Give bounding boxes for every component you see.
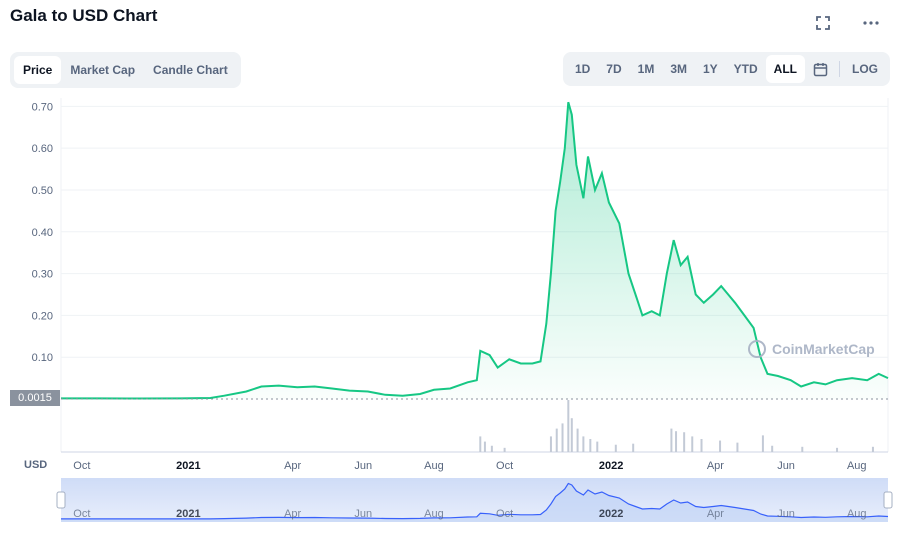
- currency-label: USD: [24, 459, 48, 471]
- range-1m[interactable]: 1M: [637, 62, 655, 76]
- navigator-tick-label: Oct: [73, 508, 90, 520]
- x-tick-label: Jun: [354, 460, 372, 472]
- watermark-text: CoinMarketCap: [772, 341, 875, 357]
- volume-bar: [801, 446, 804, 452]
- volume-bar: [555, 428, 558, 452]
- volume-bar: [700, 439, 703, 452]
- volume-bar: [670, 428, 673, 452]
- range-all[interactable]: ALL: [765, 55, 805, 83]
- volume-bar: [567, 400, 570, 452]
- volume-bar: [871, 446, 874, 452]
- y-tick-label: 0.30: [32, 269, 53, 281]
- volume-bar: [570, 418, 573, 452]
- navigator-tick-label: Aug: [424, 508, 444, 520]
- chart-actions: [812, 12, 882, 34]
- y-tick-label: 0.10: [32, 352, 53, 364]
- chart-type-tabs: Price Market Cap Candle Chart: [10, 52, 241, 88]
- volume-bar: [614, 444, 617, 452]
- y-tick-label: 0.20: [32, 310, 53, 322]
- navigator-left-handle[interactable]: [56, 491, 66, 509]
- volume-bar: [836, 447, 839, 452]
- y-axis: 0.10 0.20 0.30 0.40 0.50 0.60 0.70: [32, 101, 53, 364]
- volume-bar: [761, 435, 764, 452]
- tab-market-cap[interactable]: Market Cap: [70, 63, 136, 77]
- navigator-area: [61, 483, 888, 522]
- navigator-tick-label: Apr: [707, 508, 724, 520]
- watermark: CoinMarketCap: [748, 340, 875, 358]
- x-tick-label: Oct: [73, 460, 90, 472]
- y-tick-label: 0.50: [32, 185, 53, 197]
- navigator-tick-label: 2021: [176, 508, 200, 520]
- range-1d[interactable]: 1D: [574, 62, 591, 76]
- navigator-tick-label: Oct: [496, 508, 513, 520]
- x-tick-label: Aug: [424, 460, 444, 472]
- x-tick-label: Apr: [707, 460, 724, 472]
- page-title: Gala to USD Chart: [10, 6, 158, 25]
- tab-price[interactable]: Price: [14, 56, 62, 84]
- navigator-tick-label: Jun: [777, 508, 795, 520]
- divider: [839, 61, 840, 77]
- volume-bar: [719, 440, 722, 452]
- volume-bar: [576, 428, 579, 452]
- navigator-tick-label: Apr: [284, 508, 301, 520]
- log-scale-button[interactable]: LOG: [852, 62, 878, 76]
- navigator-axis: Oct 2021 Apr Jun Aug Oct 2022 Apr Jun Aug: [73, 508, 866, 520]
- x-tick-label: 2021: [176, 460, 200, 472]
- x-tick-label: Oct: [496, 460, 513, 472]
- price-line: [61, 101, 889, 400]
- volume-bar: [549, 436, 552, 452]
- range-ytd[interactable]: YTD: [733, 62, 758, 76]
- current-price-label: 0.0015: [10, 390, 60, 406]
- navigator-tick-label: Aug: [847, 508, 867, 520]
- more-options-icon[interactable]: [860, 12, 882, 34]
- volume-bar: [675, 431, 678, 452]
- x-tick-label: 2022: [599, 460, 623, 472]
- y-tick-label: 0.60: [32, 143, 53, 155]
- range-1y[interactable]: 1Y: [702, 62, 718, 76]
- volume-bar: [632, 443, 635, 452]
- volume-bar: [691, 436, 694, 452]
- navigator-tick-label: Jun: [354, 508, 372, 520]
- volume-bar: [589, 439, 592, 452]
- navigator-line: [61, 482, 889, 520]
- navigator-right-handle[interactable]: [883, 491, 893, 509]
- volume-bar: [736, 442, 739, 452]
- volume-bar: [479, 436, 482, 452]
- volume-bars: [479, 400, 874, 452]
- time-range-selector: 1D 7D 1M 3M 1Y YTD ALL LOG: [562, 52, 890, 86]
- x-axis: Oct 2021 Apr Jun Aug Oct 2022 Apr Jun Aug: [73, 460, 866, 472]
- volume-bar: [771, 445, 774, 452]
- tab-candle-chart[interactable]: Candle Chart: [153, 63, 228, 77]
- fullscreen-icon[interactable]: [812, 12, 834, 34]
- navigator-tick-label: 2022: [599, 508, 623, 520]
- volume-bar: [596, 441, 599, 452]
- y-tick-label: 0.70: [32, 101, 53, 113]
- range-7d[interactable]: 7D: [606, 62, 622, 76]
- volume-bar: [683, 432, 686, 452]
- volume-bar: [582, 436, 585, 452]
- volume-bar: [490, 445, 493, 452]
- y-tick-label: 0.40: [32, 227, 53, 239]
- volume-bar: [561, 423, 564, 452]
- volume-bar: [483, 441, 486, 452]
- calendar-icon[interactable]: [805, 62, 835, 77]
- coinmarketcap-logo-icon: [748, 340, 766, 358]
- range-3m[interactable]: 3M: [670, 62, 687, 76]
- volume-bar: [503, 447, 506, 452]
- grid: [60, 98, 889, 453]
- x-tick-label: Apr: [284, 460, 301, 472]
- x-tick-label: Aug: [847, 460, 867, 472]
- price-area: [61, 102, 888, 399]
- x-tick-label: Jun: [777, 460, 795, 472]
